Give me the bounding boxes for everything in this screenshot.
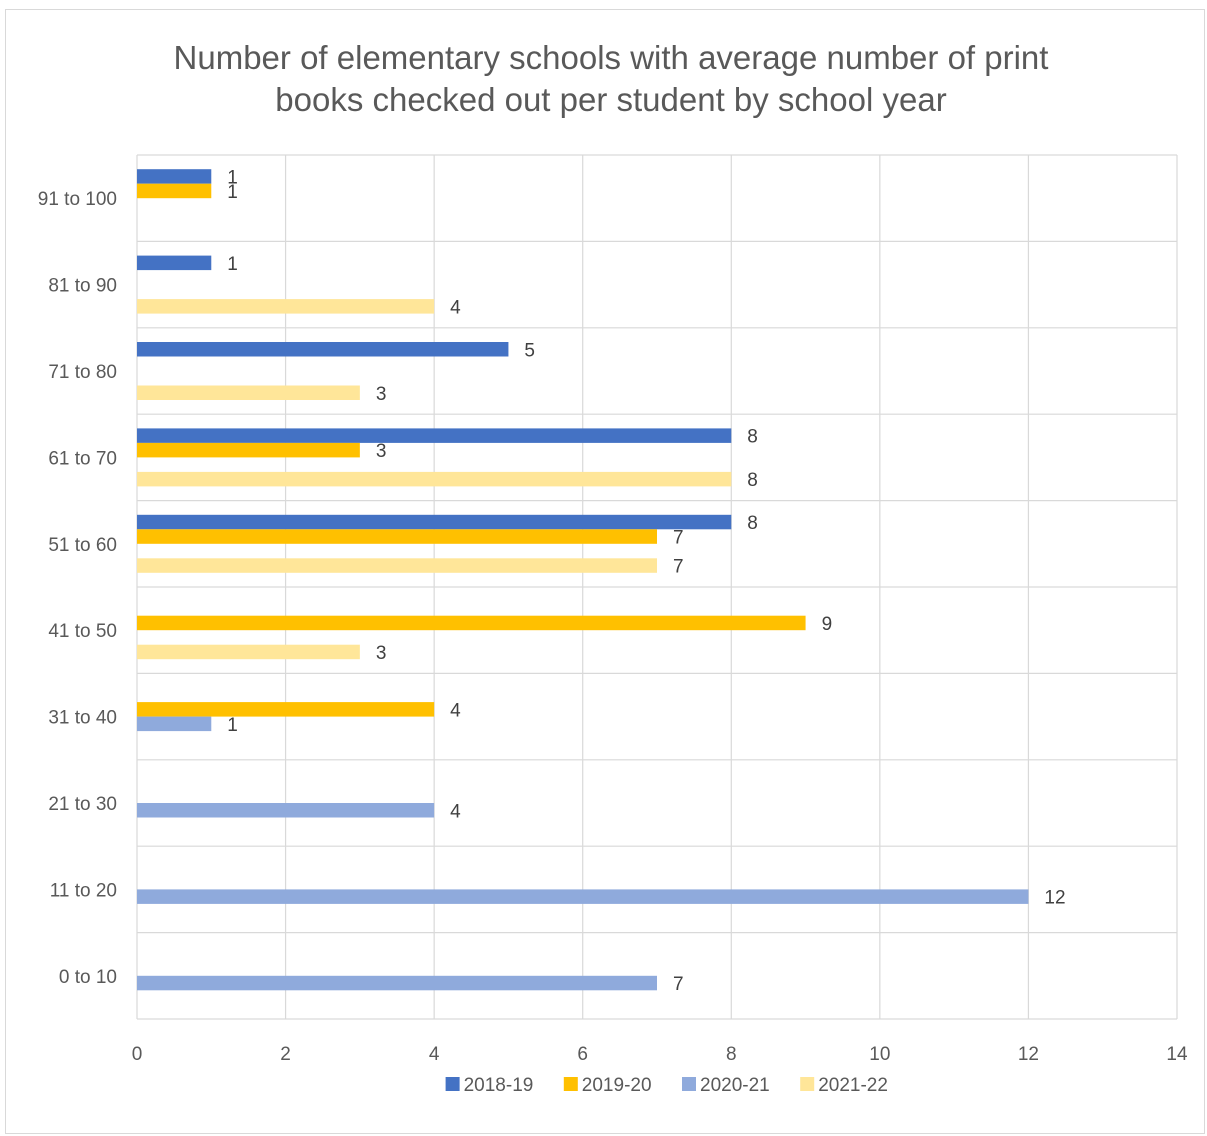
data-label: 1 — [227, 715, 238, 736]
chart-frame: Number of elementary schools with averag… — [5, 9, 1205, 1134]
data-label: 9 — [822, 614, 833, 635]
bar-2021-22-81-to-90 — [137, 299, 435, 314]
x-tick-label: 12 — [1018, 1044, 1039, 1065]
bar-2019-20-31-to-40 — [137, 702, 435, 717]
bar-2020-21-31-to-40 — [137, 716, 212, 732]
chart-title-line-2: books checked out per student by school … — [275, 81, 946, 118]
x-tick-label: 4 — [429, 1044, 440, 1065]
legend-label: 2019-20 — [582, 1075, 652, 1096]
y-tick-label: 81 to 90 — [48, 276, 117, 297]
x-axis-tick-labels: 0 2 4 6 8 10 12 14 — [132, 1044, 1188, 1065]
bar-2019-20-61-to-70 — [137, 442, 360, 458]
bar-2019-20-51-to-60 — [137, 529, 657, 544]
y-tick-label: 51 to 60 — [48, 535, 117, 556]
x-tick-label: 6 — [577, 1044, 588, 1065]
data-label: 8 — [747, 427, 758, 448]
legend-swatch — [682, 1077, 696, 1091]
data-label: 7 — [673, 974, 684, 995]
y-tick-label: 71 to 80 — [48, 362, 117, 383]
x-tick-label: 0 — [132, 1044, 143, 1065]
data-label: 4 — [450, 297, 461, 318]
data-label: 1 — [227, 182, 238, 203]
y-tick-label: 91 to 100 — [38, 189, 117, 210]
y-axis-tick-labels: 91 to 100 81 to 90 71 to 80 61 to 70 51 to 6… — [38, 189, 117, 988]
x-tick-label: 8 — [726, 1044, 737, 1065]
bar-2018-19-71-to-80 — [137, 342, 509, 357]
legend-swatch — [800, 1077, 815, 1091]
bar-2021-22-61-to-70 — [137, 471, 732, 487]
bar-2021-22-51-to-60 — [137, 558, 657, 573]
y-tick-label: 31 to 40 — [48, 708, 117, 729]
x-tick-label: 14 — [1166, 1044, 1188, 1065]
bar-2018-19-51-to-60 — [137, 514, 732, 530]
bars — [137, 169, 1029, 991]
legend-swatch — [563, 1077, 578, 1091]
x-tick-label: 10 — [869, 1044, 890, 1065]
y-tick-label: 11 to 20 — [50, 880, 117, 901]
bar-2020-21-21-to-30 — [137, 803, 435, 818]
data-label: 8 — [747, 513, 758, 534]
bar-2021-22-71-to-80 — [137, 385, 360, 400]
bar-2019-20-91-to-100 — [137, 183, 212, 199]
y-tick-label: 21 to 30 — [48, 794, 117, 815]
data-label: 7 — [673, 557, 684, 578]
legend: 2018-19 2019-20 2020-21 2021-22 — [445, 1075, 888, 1096]
data-label: 5 — [524, 340, 535, 361]
data-label: 8 — [747, 470, 758, 491]
bar-2021-22-41-to-50 — [137, 644, 360, 660]
data-label: 4 — [450, 801, 461, 822]
chart-title-line-1: Number of elementary schools with averag… — [174, 39, 1049, 76]
data-label: 1 — [227, 167, 238, 188]
y-tick-label: 41 to 50 — [48, 621, 117, 642]
y-tick-label: 0 to 10 — [59, 967, 117, 988]
legend-label: 2021-22 — [818, 1075, 888, 1096]
bar-2018-19-91-to-100 — [137, 169, 212, 184]
bar-2018-19-61-to-70 — [137, 428, 732, 443]
bar-2019-20-41-to-50 — [137, 615, 806, 631]
bar-2018-19-81-to-90 — [137, 255, 212, 271]
chart-svg: Number of elementary schools with averag… — [38, 39, 1188, 1096]
x-tick-label: 2 — [280, 1044, 291, 1065]
y-tick-label: 61 to 70 — [48, 448, 117, 469]
bar-2020-21-0-to-10 — [137, 975, 657, 991]
data-label: 1 — [227, 254, 238, 275]
bar-2020-21-11-to-20 — [137, 889, 1029, 904]
legend-label: 2020-21 — [700, 1075, 770, 1096]
data-label: 3 — [376, 384, 387, 405]
data-label: 3 — [376, 643, 387, 664]
gridlines — [136, 154, 1178, 1020]
legend-label: 2018-19 — [464, 1075, 534, 1096]
data-label: 12 — [1044, 888, 1065, 909]
data-label: 4 — [450, 700, 461, 721]
data-label: 3 — [376, 441, 387, 462]
legend-swatch — [445, 1077, 460, 1091]
data-label: 7 — [673, 528, 684, 549]
